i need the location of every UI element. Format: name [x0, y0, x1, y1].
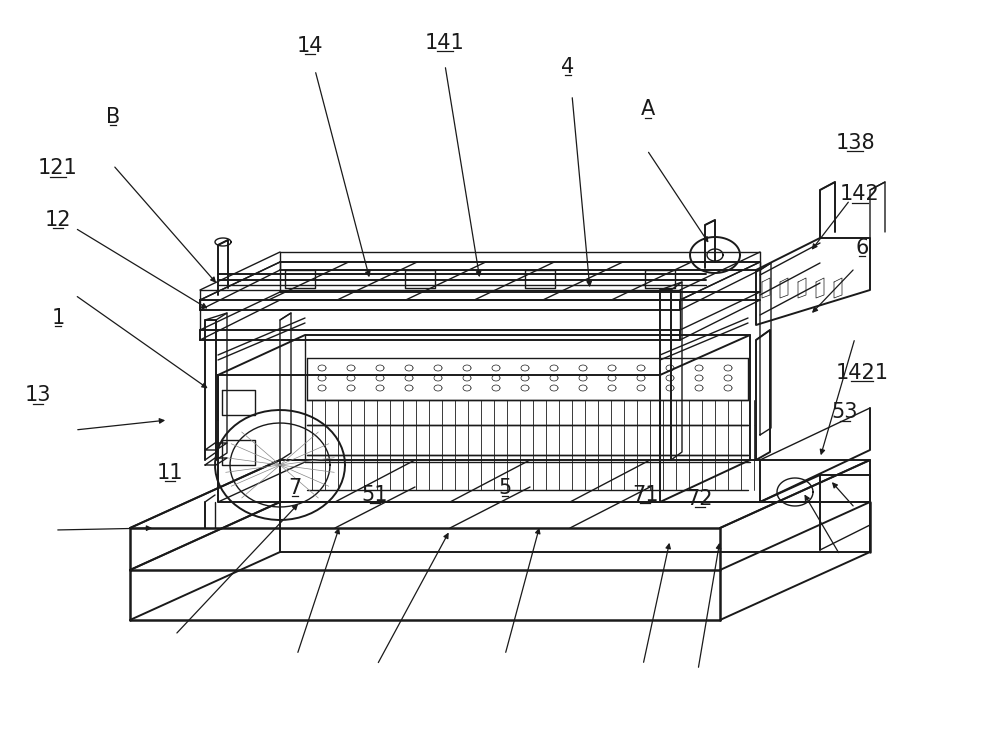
- Text: 71: 71: [632, 485, 658, 505]
- Text: 13: 13: [25, 385, 51, 406]
- Text: 141: 141: [425, 33, 465, 53]
- Text: 5: 5: [498, 477, 512, 498]
- Text: 12: 12: [45, 210, 71, 231]
- Text: B: B: [106, 106, 120, 127]
- Text: A: A: [641, 99, 655, 120]
- Text: 1421: 1421: [836, 363, 889, 384]
- Text: 1: 1: [51, 307, 65, 328]
- Text: 11: 11: [157, 463, 183, 483]
- Text: 7: 7: [288, 477, 302, 498]
- Text: 138: 138: [835, 132, 875, 153]
- Text: 51: 51: [362, 485, 388, 505]
- Text: 14: 14: [297, 35, 323, 56]
- Text: 53: 53: [832, 402, 858, 423]
- Text: 142: 142: [840, 184, 880, 205]
- Text: 6: 6: [855, 237, 869, 258]
- Text: 121: 121: [38, 158, 78, 179]
- Text: 72: 72: [687, 488, 713, 509]
- Text: 4: 4: [561, 56, 575, 77]
